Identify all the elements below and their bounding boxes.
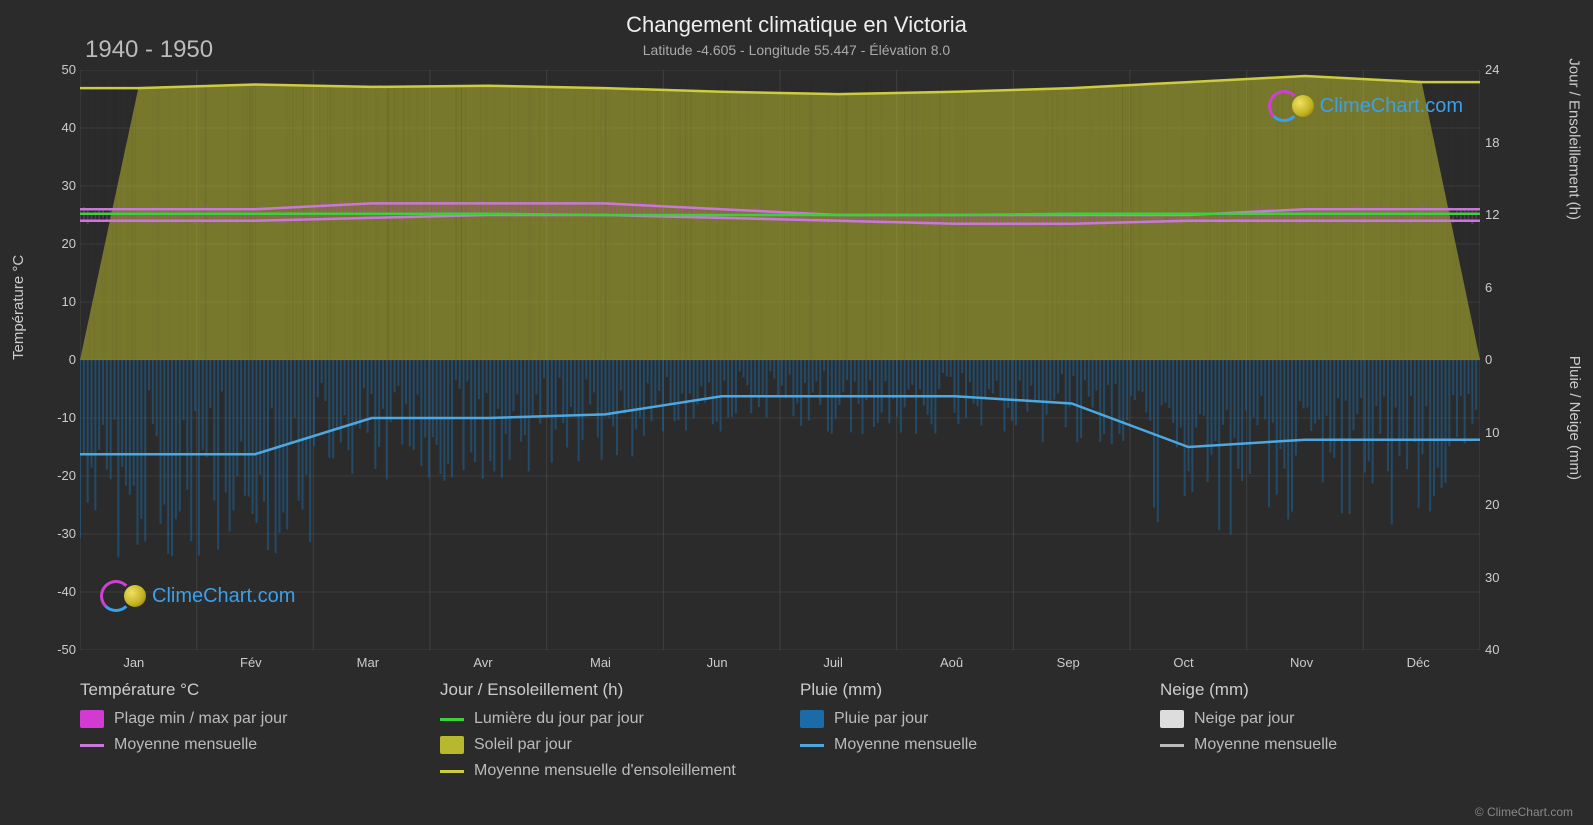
watermark-top: ClimeChart.com <box>1268 90 1463 122</box>
y-axis-right-top-label: Jour / Ensoleillement (h) <box>1566 58 1583 220</box>
legend-swatch <box>440 718 464 721</box>
y-tick-left: -10 <box>50 410 76 425</box>
legend-swatch <box>80 710 104 728</box>
y-axis-left-label: Température °C <box>10 255 27 360</box>
legend-label: Moyenne mensuelle <box>834 736 977 754</box>
legend-swatch <box>800 744 824 747</box>
chart-subtitle: Latitude -4.605 - Longitude 55.447 - Élé… <box>0 42 1593 58</box>
legend-item: Neige par jour <box>1160 710 1480 728</box>
y-tick-left: -50 <box>50 642 76 657</box>
y-tick-left: -20 <box>50 468 76 483</box>
watermark-bottom: ClimeChart.com <box>100 580 295 612</box>
x-tick-month: Juil <box>823 655 843 670</box>
legend-sun: Jour / Ensoleillement (h) Lumière du jou… <box>440 680 760 788</box>
x-tick-month: Jan <box>123 655 144 670</box>
legend-item: Soleil par jour <box>440 736 760 754</box>
watermark-text: ClimeChart.com <box>152 585 295 608</box>
legend-item: Pluie par jour <box>800 710 1120 728</box>
y-tick-left: -40 <box>50 584 76 599</box>
y-tick-right-top: 24 <box>1485 62 1499 77</box>
chart-container: Changement climatique en Victoria Latitu… <box>0 0 1593 825</box>
legend-item: Moyenne mensuelle <box>800 736 1120 754</box>
y-tick-left: 0 <box>50 352 76 367</box>
legend-label: Moyenne mensuelle d'ensoleillement <box>474 762 736 780</box>
legend-label: Plage min / max par jour <box>114 710 287 728</box>
legend-temp-header: Température °C <box>80 680 400 700</box>
x-tick-month: Mar <box>357 655 379 670</box>
y-tick-right-bot: 10 <box>1485 425 1499 440</box>
legend-rain-header: Pluie (mm) <box>800 680 1120 700</box>
y-tick-left: 10 <box>50 294 76 309</box>
y-tick-left: 30 <box>50 178 76 193</box>
x-tick-month: Mai <box>590 655 611 670</box>
x-tick-month: Sep <box>1057 655 1080 670</box>
y-tick-left: -30 <box>50 526 76 541</box>
legend-item: Lumière du jour par jour <box>440 710 760 728</box>
x-tick-month: Aoû <box>940 655 963 670</box>
legend-snow: Neige (mm) Neige par jour Moyenne mensuel… <box>1160 680 1480 788</box>
chart-plot-area <box>80 70 1480 650</box>
legend-swatch <box>1160 710 1184 728</box>
legend-item: Moyenne mensuelle <box>80 736 400 754</box>
legend-temp: Température °C Plage min / max par jour M… <box>80 680 400 788</box>
legend-item: Moyenne mensuelle d'ensoleillement <box>440 762 760 780</box>
chart-svg <box>80 70 1480 650</box>
y-tick-right-bot: 30 <box>1485 570 1499 585</box>
y-tick-right-top: 12 <box>1485 207 1499 222</box>
x-tick-month: Oct <box>1173 655 1193 670</box>
legend-snow-header: Neige (mm) <box>1160 680 1480 700</box>
legend-sun-header: Jour / Ensoleillement (h) <box>440 680 760 700</box>
y-tick-left: 50 <box>50 62 76 77</box>
x-tick-month: Nov <box>1290 655 1313 670</box>
y-tick-left: 20 <box>50 236 76 251</box>
y-tick-right-bot: 20 <box>1485 497 1499 512</box>
legend-item: Moyenne mensuelle <box>1160 736 1480 754</box>
x-tick-month: Déc <box>1407 655 1430 670</box>
legend-label: Moyenne mensuelle <box>1194 736 1337 754</box>
legend-label: Neige par jour <box>1194 710 1295 728</box>
legend-swatch <box>440 736 464 754</box>
y-tick-right-top: 0 <box>1485 352 1492 367</box>
x-tick-month: Fév <box>240 655 262 670</box>
legend-label: Pluie par jour <box>834 710 928 728</box>
watermark-text: ClimeChart.com <box>1320 95 1463 118</box>
y-tick-right-bot: 40 <box>1485 642 1499 657</box>
year-range: 1940 - 1950 <box>85 36 213 64</box>
logo-globe-icon <box>1292 95 1314 117</box>
legend-swatch <box>440 770 464 773</box>
legend-label: Soleil par jour <box>474 736 572 754</box>
legend-label: Moyenne mensuelle <box>114 736 257 754</box>
legend-swatch <box>1160 744 1184 747</box>
y-tick-right-top: 6 <box>1485 280 1492 295</box>
legend-item: Plage min / max par jour <box>80 710 400 728</box>
legend: Température °C Plage min / max par jour M… <box>80 680 1480 788</box>
y-tick-right-top: 18 <box>1485 135 1499 150</box>
legend-swatch <box>800 710 824 728</box>
y-axis-right-bot-label: Pluie / Neige (mm) <box>1566 356 1583 480</box>
y-tick-left: 40 <box>50 120 76 135</box>
logo-globe-icon <box>124 585 146 607</box>
x-tick-month: Jun <box>707 655 728 670</box>
legend-rain: Pluie (mm) Pluie par jour Moyenne mensuel… <box>800 680 1120 788</box>
x-tick-month: Avr <box>473 655 492 670</box>
legend-swatch <box>80 744 104 747</box>
legend-label: Lumière du jour par jour <box>474 710 644 728</box>
copyright: © ClimeChart.com <box>1475 805 1573 819</box>
chart-title: Changement climatique en Victoria <box>0 0 1593 38</box>
